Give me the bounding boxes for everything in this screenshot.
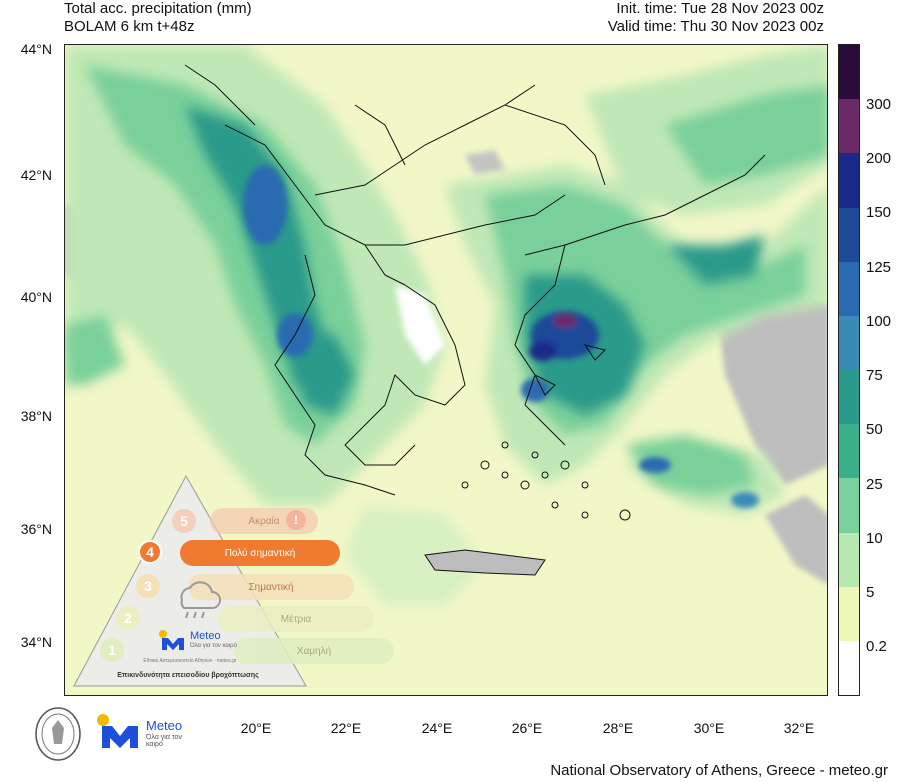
colorbar-segment <box>839 532 859 588</box>
colorbar-segment <box>839 315 859 371</box>
colorbar-label-50: 50 <box>866 421 883 438</box>
colorbar-segment <box>839 370 859 425</box>
credit-line: National Observatory of Athens, Greece -… <box>550 762 888 779</box>
level-2-pill: Μέτρια <box>218 606 374 632</box>
lat-label-40: 40°N <box>20 289 52 305</box>
level-2-badge: 2 <box>116 606 140 630</box>
meteo-bottom-logo: Meteo Όλα για τον καιρό <box>96 712 186 752</box>
valid-time: Valid time: Thu 30 Nov 2023 00z <box>607 18 824 35</box>
map-title-block: Total acc. precipitation (mm) BOLAM 6 km… <box>64 0 252 36</box>
colorbar-label-200: 200 <box>866 150 892 167</box>
dry-patch-bulgaria <box>465 150 505 175</box>
colorbar-segment <box>839 45 859 100</box>
meteo-logo-text: Meteo <box>190 630 221 642</box>
lon-label-22: 22°E <box>330 720 362 736</box>
meteo-bottom-logo-text: Meteo <box>146 718 183 733</box>
lat-label-36: 36°N <box>20 521 52 537</box>
colorbar-segment <box>839 640 859 696</box>
level-4-badge: 4 <box>138 540 162 564</box>
map-title: Total acc. precipitation (mm) <box>64 0 252 17</box>
colorbar-label-150: 150 <box>866 204 892 221</box>
rain-warning-scale: Ακραία 5 ! Πολύ σημαντική 4 Σημαντική 3 … <box>68 470 408 690</box>
level-1-label: Χαμηλή <box>296 645 332 657</box>
meteo-m-icon <box>159 630 184 650</box>
level-5-label: Ακραία <box>248 515 280 527</box>
islands <box>461 344 631 521</box>
colorbar-segment <box>839 153 859 208</box>
lon-label-26: 26°E <box>511 720 543 736</box>
colorbar-segment <box>839 99 859 154</box>
time-info-block: Init. time: Tue 28 Nov 2023 00z Valid ti… <box>608 0 824 36</box>
colorbar-segment <box>839 478 859 533</box>
model-run-label: BOLAM 6 km t+48z <box>64 18 195 35</box>
level-3-badge: 3 <box>136 574 160 598</box>
dry-land-turkey-east <box>715 285 827 485</box>
colorbar-label-5: 5 <box>866 584 875 601</box>
level-1-badge: 1 <box>100 638 124 662</box>
colorbar-label-75: 75 <box>866 367 883 384</box>
lon-label-28: 28°E <box>602 720 634 736</box>
colorbar-label-100: 100 <box>866 313 892 330</box>
lon-label-20: 20°E <box>240 720 272 736</box>
colorbar-segment <box>839 586 859 642</box>
colorbar-label-300: 300 <box>866 96 892 113</box>
lat-label-34: 34°N <box>20 634 52 650</box>
colorbar-segment <box>839 424 859 479</box>
lat-label-42: 42°N <box>20 167 52 183</box>
colorbar-label-25: 25 <box>866 476 883 493</box>
colorbar-segment <box>839 207 859 263</box>
colorbar-label-125: 125 <box>866 259 892 276</box>
level-5-badge: 5 <box>172 509 196 533</box>
precip-very-heavy <box>243 165 759 508</box>
meteo-bottom-m-icon <box>97 714 138 748</box>
meteo-bottom-logo-sub: Όλα για τον καιρό <box>146 734 182 748</box>
borders <box>184 64 766 576</box>
init-time: Init. time: Tue 28 Nov 2023 00z <box>616 0 824 17</box>
lon-label-32: 32°E <box>783 720 815 736</box>
level-3-label: Σημαντική <box>248 581 294 593</box>
level-3-pill: Σημαντική <box>188 574 354 600</box>
precip-colorbar <box>838 44 860 696</box>
level-1-pill: Χαμηλή <box>234 638 394 664</box>
lat-label-38: 38°N <box>20 408 52 424</box>
colorbar-segment <box>839 261 859 317</box>
level-4-pill: Πολύ σημαντική <box>180 540 340 566</box>
observatory-seal-icon <box>35 707 81 761</box>
level-4-label: Πολύ σημαντική <box>224 547 296 559</box>
meteo-logo: Meteo Όλα για τον καιρό <box>158 628 248 658</box>
alert-icon: ! <box>286 510 306 530</box>
meteo-logo-small: Εθνικό Αστεροσκοπείο Αθηνών · meteo.gr <box>143 658 237 664</box>
level-2-label: Μέτρια <box>280 613 312 625</box>
lon-label-24: 24°E <box>421 720 453 736</box>
colorbar-label-10: 10 <box>866 530 883 547</box>
rain-cloud-icon <box>180 581 221 619</box>
lat-label-44: 44°N <box>20 41 52 57</box>
meteo-logo-sub: Όλα για τον καιρό <box>190 643 237 649</box>
dry-land-turkey-south <box>765 495 827 584</box>
lon-label-30: 30°E <box>693 720 725 736</box>
colorbar-label-0-2: 0.2 <box>866 638 887 655</box>
warning-caption: Επικινδυνότητα επεισοδίου βροχόπτωσης <box>117 672 259 679</box>
